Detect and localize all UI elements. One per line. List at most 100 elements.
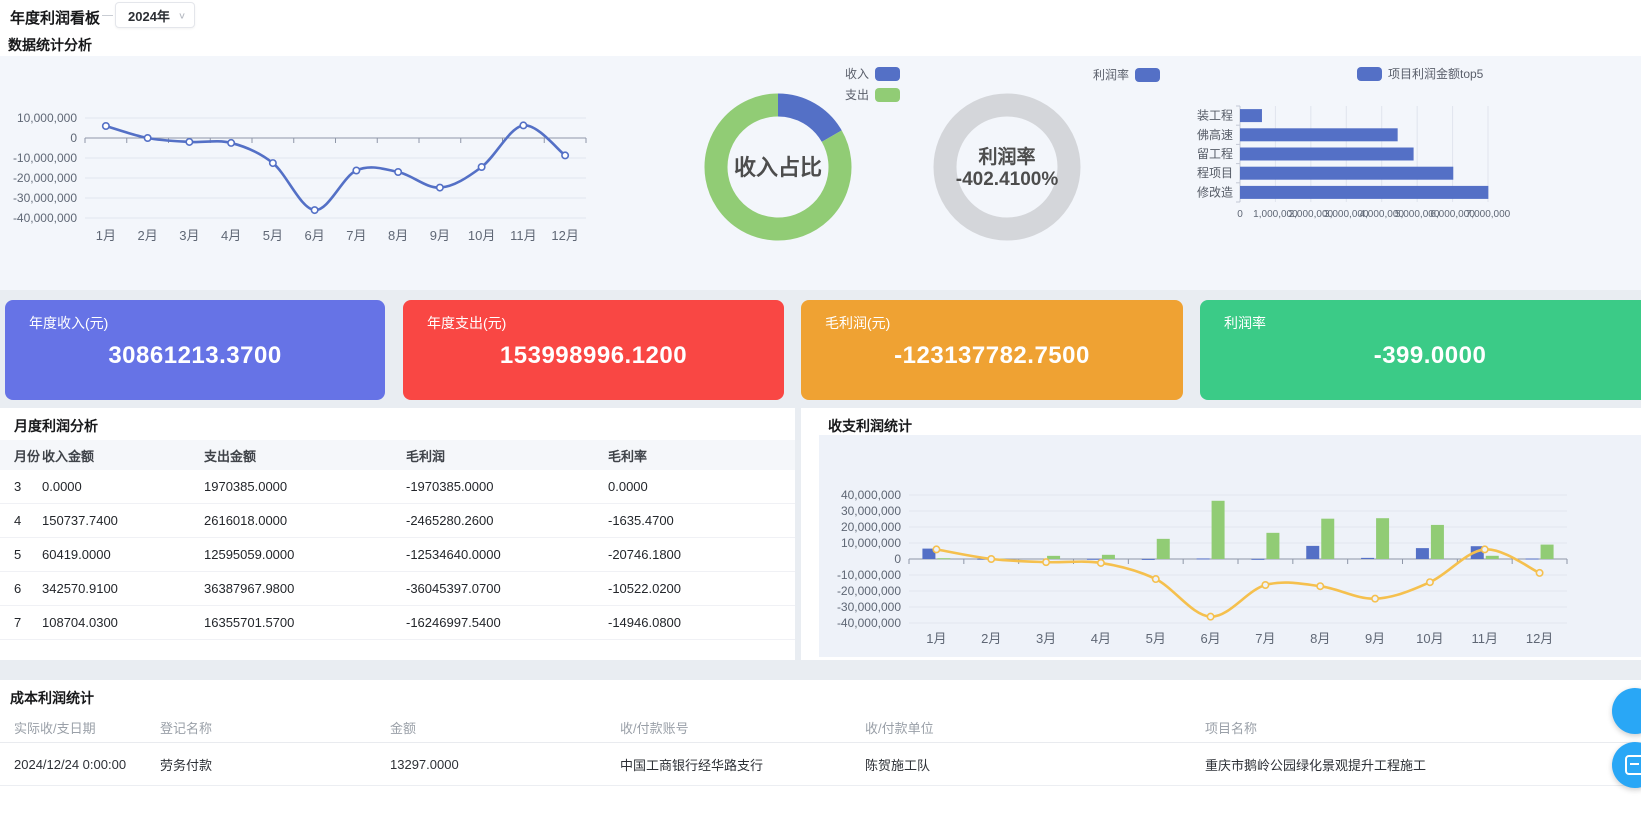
svg-text:4,000,000: 4,000,000	[1359, 209, 1404, 220]
svg-text:4月: 4月	[1091, 631, 1111, 646]
svg-text:8月: 8月	[388, 228, 408, 243]
table-cell: 2616018.0000	[204, 503, 406, 538]
table-cell: -16246997.5400	[406, 605, 608, 640]
table-header-cell: 金额	[390, 712, 620, 743]
svg-text:8月: 8月	[1310, 631, 1330, 646]
table-header-cell: 月份	[0, 440, 42, 470]
table-header-cell: 实际收/支日期	[0, 712, 160, 743]
svg-text:1月: 1月	[96, 228, 116, 243]
table-cell: 342570.9100	[42, 571, 204, 606]
svg-text:6,000,000: 6,000,000	[1430, 209, 1475, 220]
svg-text:12月: 12月	[551, 228, 578, 243]
svg-text:佛高速: 佛高速	[1197, 127, 1233, 142]
income-ratio-donut-chart: 收入占比	[704, 93, 852, 241]
legend-profit-rate[interactable]: 利润率	[1093, 66, 1161, 83]
table-cell: 中国工商银行经华路支行	[620, 742, 865, 786]
kpi-card-annual-expense: 年度支出(元) 153998996.1200	[403, 300, 784, 400]
top-bar: 年度利润看板 2024年 ∨ 数据统计分析	[0, 0, 1641, 56]
cost-profit-table: 实际收/支日期 登记名称 金额 收/付款账号 收/付款单位 项目名称 2024/12/24…	[0, 712, 1641, 786]
svg-text:7,000,000: 7,000,000	[1466, 209, 1511, 220]
kpi-value: 30861213.3700	[108, 342, 282, 369]
svg-text:10月: 10月	[1416, 631, 1443, 646]
svg-text:2月: 2月	[138, 228, 158, 243]
table-cell: 重庆市鹅岭公园绿化景观提升工程施工	[1205, 742, 1641, 786]
table-cell: 60419.0000	[42, 537, 204, 572]
table-cell: 13297.0000	[390, 742, 620, 786]
svg-text:留工程: 留工程	[1197, 146, 1233, 161]
svg-text:3月: 3月	[1036, 631, 1056, 646]
table-header-cell: 登记名称	[160, 712, 390, 743]
table-cell: 108704.0300	[42, 605, 204, 640]
cost-section-title: 成本利润统计	[10, 690, 94, 706]
svg-text:40,000,000: 40,000,000	[841, 488, 901, 502]
svg-text:3,000,000: 3,000,000	[1324, 209, 1369, 220]
legend-profit-rate-swatch	[1135, 67, 1161, 82]
svg-text:-40,000,000: -40,000,000	[13, 211, 77, 225]
svg-text:-20,000,000: -20,000,000	[837, 584, 901, 598]
legend-top5-swatch	[1357, 66, 1382, 81]
legend-expense-swatch	[875, 87, 901, 102]
svg-text:10,000,000: 10,000,000	[841, 536, 901, 550]
svg-text:5月: 5月	[1146, 631, 1166, 646]
svg-text:20,000,000: 20,000,000	[841, 520, 901, 534]
table-cell: 陈贺施工队	[865, 742, 1205, 786]
table-cell: -36045397.0700	[406, 571, 608, 606]
income-expense-profit-chart: 40,000,000 30,000,000 20,000,000 10,000,000…	[837, 488, 1568, 646]
legend-income-label: 收入	[845, 67, 870, 81]
kpi-row: 年度收入(元) 30861213.3700 年度支出(元) 153998996.…	[0, 300, 1641, 400]
legend-top5[interactable]: 项目利润金额top5	[1357, 65, 1483, 82]
svg-text:-30,000,000: -30,000,000	[837, 600, 901, 614]
page-title: 年度利润看板	[10, 10, 101, 27]
section-title-stats: 数据统计分析	[8, 37, 92, 53]
svg-text:4月: 4月	[221, 228, 241, 243]
monthly-profit-line-chart: 10,000,000 0 -10,000,000 -20,000,000 -30,000…	[13, 111, 587, 243]
combo-chart-background: 40,000,000 30,000,000 20,000,000 10,000,000…	[819, 435, 1641, 657]
cost-profit-section: 成本利润统计 实际收/支日期 登记名称 金额 收/付款账号 收/付款单位 项目名称 202…	[0, 680, 1641, 821]
form-icon	[1625, 755, 1641, 775]
table-cell: 0.0000	[608, 470, 795, 504]
table-cell: -14946.0800	[608, 605, 795, 640]
svg-text:收入占比: 收入占比	[734, 155, 822, 180]
kpi-value: 153998996.1200	[499, 342, 688, 369]
table-cell: 150737.7400	[42, 503, 204, 538]
table-cell: 1970385.0000	[204, 470, 406, 504]
svg-text:0: 0	[894, 552, 901, 566]
svg-text:9月: 9月	[430, 228, 450, 243]
monthly-profit-panel: 月度利润分析 月份 收入金额 支出金额 毛利润 毛利率 3 0.0000 1970385.0…	[0, 408, 795, 660]
svg-text:5,000,000: 5,000,000	[1395, 209, 1440, 220]
kpi-label: 年度收入(元)	[29, 315, 109, 331]
legend-income[interactable]: 收入	[845, 65, 901, 82]
table-cell: -10522.0200	[608, 571, 795, 606]
svg-text:修改造: 修改造	[1197, 184, 1233, 199]
svg-text:10,000,000: 10,000,000	[17, 111, 77, 125]
table-header-cell: 收/付款单位	[865, 712, 1205, 743]
kpi-card-annual-income: 年度收入(元) 30861213.3700	[5, 300, 385, 400]
table-row: 6 342570.9100 36387967.9800 -36045397.0700-…	[0, 571, 795, 606]
table-cell: 2024/12/24 0:00:00	[0, 742, 160, 786]
table-header-cell: 项目名称	[1205, 712, 1641, 743]
svg-text:程项目: 程项目	[1197, 165, 1233, 180]
legend-expense-label: 支出	[845, 88, 870, 102]
table-header-cell: 支出金额	[204, 440, 406, 470]
svg-text:-30,000,000: -30,000,000	[13, 191, 77, 205]
table-row: 5 60419.0000 12595059.0000 -12534640.0000 -2…	[0, 537, 795, 572]
table-cell: 劳务付款	[160, 742, 390, 786]
svg-text:-10,000,000: -10,000,000	[837, 568, 901, 582]
table-cell: 7	[0, 605, 42, 640]
profit-rate-donut-chart: 利润率-402.4100%	[933, 93, 1081, 241]
kpi-value: -399.0000	[1373, 342, 1487, 369]
table-cell: 6	[0, 571, 42, 606]
table-cell: -1635.4700	[608, 503, 795, 538]
year-select[interactable]: 2024年 ∨	[115, 2, 195, 28]
kpi-label: 年度支出(元)	[427, 315, 507, 331]
table-row: 2024/12/24 0:00:00 劳务付款 13297.0000 中国工商银行经华…	[0, 742, 1641, 786]
svg-text:1,000,000: 1,000,000	[1253, 209, 1298, 220]
svg-text:5月: 5月	[263, 228, 283, 243]
table-cell: -2465280.2600	[406, 503, 608, 538]
legend-expense[interactable]: 支出	[845, 86, 901, 103]
svg-text:6月: 6月	[1200, 631, 1220, 646]
table-cell: -1970385.0000	[406, 470, 608, 504]
monthly-panel-title: 月度利润分析	[14, 418, 98, 434]
kpi-label: 毛利润(元)	[825, 315, 891, 331]
svg-text:2,000,000: 2,000,000	[1289, 209, 1334, 220]
